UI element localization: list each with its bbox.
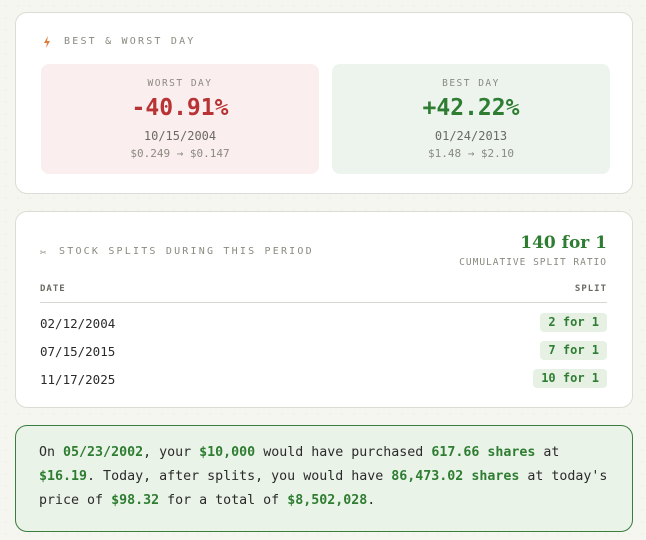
splits-heading: STOCK SPLITS DURING THIS PERIOD: [59, 246, 314, 257]
current-shares: 86,473.02 shares: [391, 469, 520, 484]
best-day-percent: +42.22%: [422, 95, 520, 121]
table-row: 11/17/2025 10 for 1: [40, 369, 607, 389]
investment-summary-card: On 05/23/2002, your $10,000 would have p…: [15, 425, 633, 532]
split-ratio-badge: 2 for 1: [540, 313, 607, 332]
summary-text-fragment: , your: [143, 445, 200, 460]
split-date: 02/12/2004: [40, 316, 116, 331]
shares-purchased: 617.66 shares: [431, 445, 536, 460]
worst-day-label: WORST DAY: [147, 78, 213, 89]
table-divider: [40, 302, 607, 303]
table-row: 02/12/2004 2 for 1: [40, 313, 607, 333]
column-header-date: DATE: [40, 284, 66, 294]
summary-text-fragment: .: [367, 493, 376, 508]
summary-text-fragment: at today's price of: [39, 469, 608, 508]
worst-day-box: WORST DAY -40.91% 10/15/2004 $0.249 → $0…: [41, 64, 319, 174]
summary-text-fragment: would have purchased: [255, 445, 432, 460]
cumulative-split-ratio-label: CUMULATIVE SPLIT RATIO: [459, 257, 607, 268]
summary-text-fragment: for a total of: [159, 493, 288, 508]
lightning-bolt-icon: [44, 36, 50, 48]
summary-text-fragment: at: [535, 445, 560, 460]
stock-splits-card: ✂ STOCK SPLITS DURING THIS PERIOD 140 fo…: [15, 211, 633, 408]
current-price: $98.32: [111, 493, 160, 508]
best-day-date: 01/24/2013: [434, 129, 508, 143]
split-date: 11/17/2025: [40, 372, 116, 387]
investment-summary-text: On 05/23/2002, your $10,000 would have p…: [39, 441, 612, 513]
investment-amount: $10,000: [199, 445, 256, 460]
best-day-label: BEST DAY: [442, 78, 500, 89]
column-header-split: SPLIT: [574, 284, 607, 294]
best-worst-card: BEST & WORST DAY WORST DAY -40.91% 10/15…: [15, 12, 633, 194]
worst-day-price-range: $0.249 → $0.147: [130, 147, 230, 160]
best-day-price-range: $1.48 → $2.10: [427, 147, 515, 160]
split-date: 07/15/2015: [40, 344, 116, 359]
worst-day-percent: -40.91%: [131, 95, 229, 121]
split-ratio-badge: 10 for 1: [533, 369, 607, 388]
summary-text-fragment: . Today, after splits, you would have: [87, 469, 392, 484]
summary-text-fragment: On: [39, 445, 64, 460]
total-value: $8,502,028: [287, 493, 368, 508]
best-day-box: BEST DAY +42.22% 01/24/2013 $1.48 → $2.1…: [332, 64, 610, 174]
best-worst-heading: BEST & WORST DAY: [64, 36, 196, 47]
worst-day-date: 10/15/2004: [143, 129, 217, 143]
split-ratio-badge: 7 for 1: [540, 341, 607, 360]
table-row: 07/15/2015 7 for 1: [40, 341, 607, 361]
cumulative-split-ratio-value: 140 for 1: [520, 233, 607, 253]
purchase-price: $16.19: [39, 469, 88, 484]
purchase-date: 05/23/2002: [63, 445, 144, 460]
scissors-icon: ✂: [40, 246, 47, 259]
